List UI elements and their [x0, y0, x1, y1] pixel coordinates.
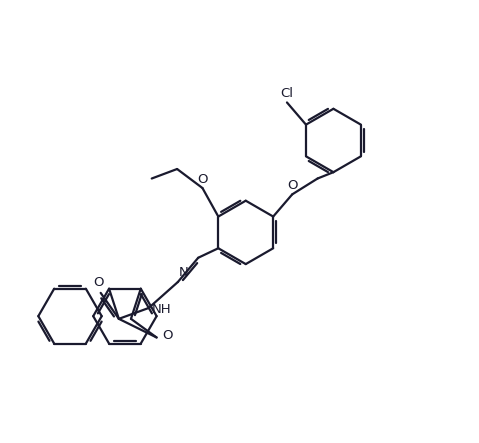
Text: O: O	[197, 173, 208, 186]
Text: O: O	[93, 276, 104, 289]
Text: O: O	[287, 179, 297, 192]
Text: Cl: Cl	[280, 87, 294, 100]
Text: NH: NH	[152, 303, 172, 316]
Text: O: O	[162, 329, 172, 342]
Text: N: N	[179, 265, 188, 279]
